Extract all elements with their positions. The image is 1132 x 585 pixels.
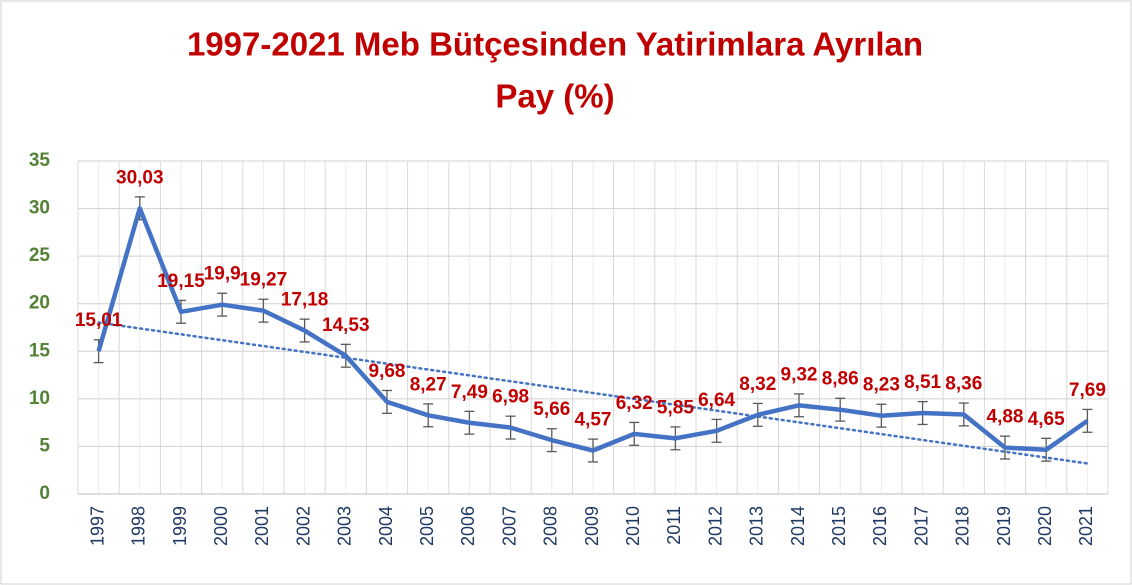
x-tick-label: 2002	[293, 506, 313, 546]
x-tick-label: 1998	[129, 506, 149, 546]
y-tick-label: 10	[29, 388, 50, 409]
x-tick-label: 2020	[1035, 506, 1055, 546]
x-tick-label: 2015	[829, 506, 849, 546]
y-tick-label: 25	[29, 245, 51, 266]
data-label: 6,98	[492, 387, 529, 408]
data-line	[96, 206, 1089, 453]
x-tick-label: 2006	[458, 506, 478, 546]
data-label: 8,23	[863, 375, 900, 396]
data-label: 9,32	[781, 364, 818, 385]
data-label: 4,57	[575, 410, 612, 431]
chart-title: Pay (%)	[495, 78, 614, 115]
x-tick-label: 2000	[211, 506, 231, 546]
data-label: 8,36	[945, 373, 982, 394]
data-label: 9,68	[369, 361, 406, 382]
x-tick-label: 2013	[747, 506, 767, 546]
x-tick-label: 2007	[499, 506, 519, 546]
y-tick-label: 30	[29, 198, 50, 219]
x-tick-label: 1997	[87, 506, 107, 546]
x-tick-label: 2004	[376, 506, 396, 546]
y-tick-label: 15	[29, 340, 51, 361]
data-label: 4,88	[987, 407, 1024, 428]
x-tick-label: 2018	[953, 506, 973, 546]
data-label: 8,86	[822, 369, 859, 390]
data-label: 14,53	[322, 315, 370, 336]
data-label: 8,32	[739, 374, 776, 395]
data-label: 5,66	[533, 399, 570, 420]
trendline	[97, 321, 1089, 465]
chart-title: 1997-2021 Meb Bütçesinden Yatirimlara Ay…	[187, 26, 923, 63]
data-label: 7,69	[1069, 380, 1106, 401]
y-tick-label: 5	[39, 435, 50, 456]
y-tick-label: 20	[29, 293, 50, 314]
y-tick-label: 0	[39, 483, 50, 504]
data-label: 8,27	[410, 374, 447, 395]
x-tick-label: 2009	[582, 506, 602, 546]
x-tick-label: 2016	[870, 506, 890, 546]
x-tick-label: 2012	[705, 506, 725, 546]
data-label: 17,18	[281, 290, 329, 311]
x-tick-label: 2005	[417, 506, 437, 546]
x-tick-label: 2008	[541, 506, 561, 546]
x-tick-label: 2017	[911, 506, 931, 546]
data-label: 6,64	[698, 390, 735, 411]
x-tick-label: 2003	[335, 506, 355, 546]
x-tick-label: 2001	[252, 506, 272, 546]
data-label: 6,32	[616, 393, 653, 414]
y-tick-label: 35	[29, 150, 51, 171]
x-tick-label: 2014	[788, 506, 808, 546]
data-label: 19,15	[157, 271, 205, 292]
x-tick-label: 2011	[664, 506, 684, 545]
data-label: 5,85	[657, 397, 694, 418]
x-tick-label: 2010	[623, 506, 643, 546]
data-label: 7,49	[451, 382, 488, 403]
data-label: 15,01	[75, 310, 123, 331]
data-label: 19,9	[204, 264, 241, 285]
data-label: 19,27	[240, 270, 288, 291]
data-label: 8,51	[904, 372, 941, 393]
data-label: 30,03	[116, 167, 164, 188]
x-tick-label: 2021	[1076, 506, 1096, 546]
x-tick-label: 1999	[170, 506, 190, 546]
x-tick-label: 2019	[994, 506, 1014, 546]
data-label: 4,65	[1028, 409, 1065, 430]
